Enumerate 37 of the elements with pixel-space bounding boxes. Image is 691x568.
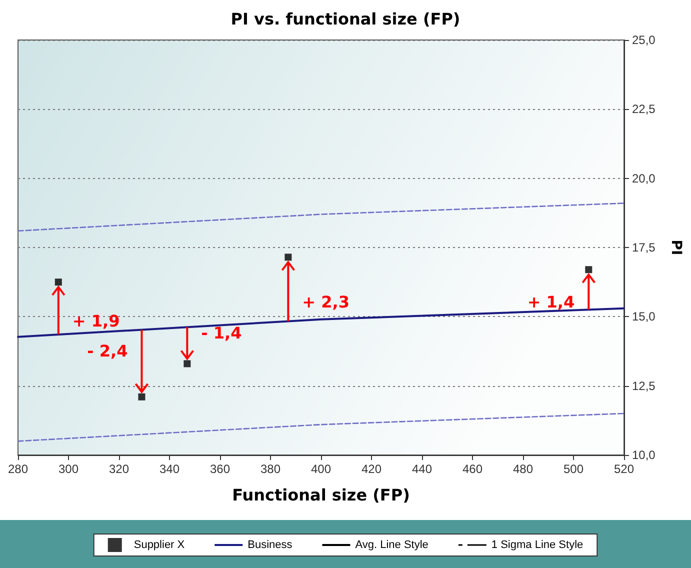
x-tick-label: 280 [8,462,28,476]
y-tick-label: 20,0 [632,171,656,186]
point [138,393,146,400]
annotation: + 1,9 [72,311,120,330]
annotation: - 1,4 [201,323,242,342]
legend-label: Business [248,539,293,551]
point [284,254,292,261]
y-tick-label: 17,5 [632,240,656,254]
x-tick-label: 520 [614,462,634,476]
x-tick-label: 480 [512,462,534,476]
y-tick-label: 10,0 [632,448,656,462]
y-tick-label: 15,0 [632,310,656,324]
x-tick-label: 420 [361,462,382,476]
y-axis-title: PI [668,240,684,256]
x-tick-label: 360 [210,462,230,476]
x-tick-label: 460 [462,462,483,476]
chart-title: PI vs. functional size (FP) [230,10,460,28]
x-tick-label: 300 [58,462,79,476]
x-tick-label: 440 [412,462,432,476]
y-tick-label: 22,5 [632,102,656,116]
annotation: - 2,4 [87,341,128,360]
y-tick-label: 12,5 [632,378,656,393]
point [54,278,62,286]
x-tick-label: 380 [260,462,281,476]
y-tick-label: 25,0 [632,33,656,47]
x-axis-title: Functional size (FP) [232,486,410,504]
x-tick-label: 320 [108,462,130,476]
point [184,360,191,368]
annotation: + 1,4 [527,292,575,312]
x-tick-label: 400 [310,462,332,476]
x-tick-label: 500 [563,462,584,476]
point [585,266,592,274]
annotation: + 2,3 [302,292,350,312]
x-tick-label: 340 [159,462,180,476]
legend-label: Supplier X [134,539,186,551]
legend-label: 1 Sigma Line Style [491,539,584,551]
legend-label: Avg. Line Style [355,539,428,551]
